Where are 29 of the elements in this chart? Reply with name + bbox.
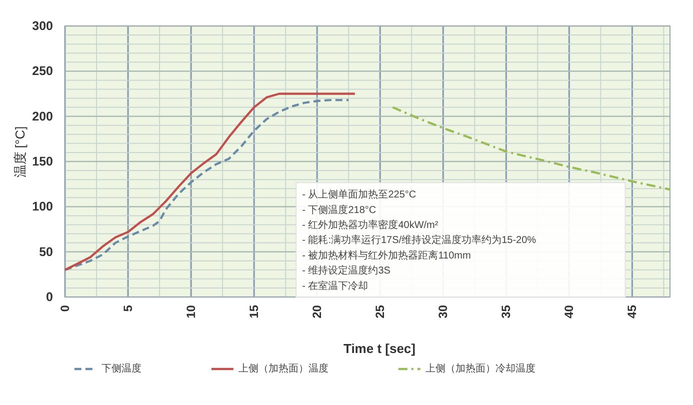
y-tick-label: 200 xyxy=(32,109,54,124)
y-tick-label: 100 xyxy=(32,200,54,214)
x-tick-label: 30 xyxy=(436,304,450,318)
legend-label: 上侧（加热面）冷却温度 xyxy=(425,362,536,374)
x-axis-title: Time t [sec] xyxy=(343,341,416,356)
annotation: - 在室温下冷却 xyxy=(302,280,368,292)
y-tick-label: 150 xyxy=(32,154,54,168)
x-tick-label: 15 xyxy=(247,304,262,318)
y-tick-label: 50 xyxy=(39,244,54,259)
x-tick-label: 5 xyxy=(121,304,136,312)
x-tick-label: 40 xyxy=(562,304,576,318)
annotation: - 被加热材料与红外加热器距离110mm xyxy=(302,249,471,262)
legend-label: 下侧温度 xyxy=(101,362,142,374)
annotation: - 维持设定温度约3S xyxy=(302,264,391,277)
y-tick-label: 250 xyxy=(32,64,54,78)
x-tick-label: 0 xyxy=(58,304,72,312)
x-tick-label: 20 xyxy=(310,304,324,318)
annotation: - 下侧温度218°C xyxy=(302,204,376,216)
x-tick-label: 25 xyxy=(373,304,388,318)
x-tick-label: 35 xyxy=(499,304,514,318)
annotation: - 从上侧单面加热至225°C xyxy=(302,188,416,201)
x-tick-label: 10 xyxy=(184,304,198,318)
y-axis-title: 温度 [°C] xyxy=(12,126,28,178)
line-series xyxy=(392,106,672,191)
legend-label: 上侧（加热面）温度 xyxy=(238,362,328,374)
annotation: - 能耗:满功率运行17S/维持设定温度功率约为15-20% xyxy=(302,234,536,246)
x-tick-label: 45 xyxy=(625,304,640,318)
y-tick-label: 300 xyxy=(32,19,54,33)
annotation: - 红外加热器功率密度40kW/m² xyxy=(302,219,439,231)
